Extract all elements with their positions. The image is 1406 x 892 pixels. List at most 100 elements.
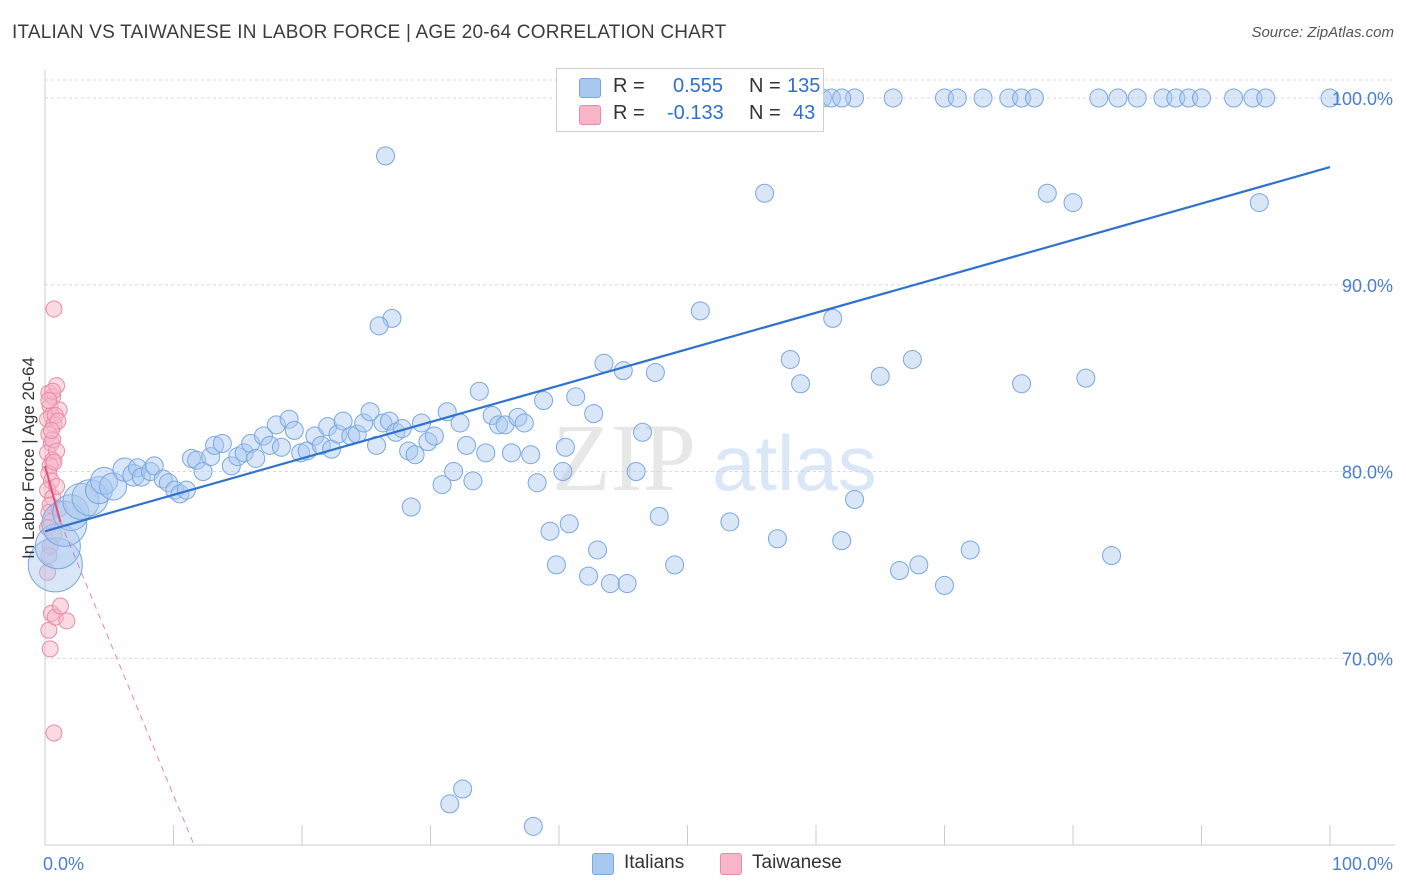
italians-point <box>534 391 554 411</box>
italians-point <box>523 816 543 836</box>
italians-point <box>205 435 225 455</box>
italians-point <box>890 560 910 580</box>
italians-point <box>600 574 620 594</box>
italians-point <box>1063 193 1083 213</box>
italians-point <box>935 575 954 595</box>
source-credit: Source: ZipAtlas.com <box>1251 24 1394 41</box>
italians-point <box>27 537 83 593</box>
y-axis-label: In Labor Force | Age 20-64 <box>19 357 38 559</box>
gridlines <box>45 79 1395 659</box>
italians-point <box>645 363 665 383</box>
italians-point <box>201 447 221 467</box>
italians-point <box>588 540 608 560</box>
italians-point <box>432 475 452 495</box>
italians-points <box>27 88 1340 836</box>
taiwanese-trend-extension <box>59 521 195 846</box>
italians-point <box>960 540 980 560</box>
italians-point <box>212 433 232 453</box>
italians-point <box>649 506 669 526</box>
italians-point <box>1249 193 1269 213</box>
taiwanese-point <box>51 597 69 615</box>
italians-point <box>566 387 586 407</box>
italians-point <box>1102 546 1122 566</box>
italians-point <box>333 411 353 431</box>
italians-point <box>360 402 380 422</box>
italians-point <box>354 413 374 433</box>
italians-point <box>131 467 151 487</box>
watermark: ZIP atlas <box>552 404 877 511</box>
italians-point <box>1192 88 1211 108</box>
italians-point <box>401 497 421 517</box>
italians-point <box>755 183 775 203</box>
italians-point <box>823 308 843 328</box>
italians-point <box>62 482 100 520</box>
italians-point <box>1108 88 1128 108</box>
italians-point <box>553 462 573 482</box>
italians-point <box>34 523 81 570</box>
italians-point <box>234 443 254 463</box>
italians-point <box>767 529 787 549</box>
italians-point <box>450 413 470 433</box>
italians-point <box>1024 88 1044 108</box>
italians-point <box>489 415 509 435</box>
italians-point <box>540 521 560 541</box>
italians-trend-line <box>44 166 1331 533</box>
italians-point <box>909 555 929 575</box>
x-tick-label: 100.0% <box>1332 854 1393 874</box>
italians-point <box>311 435 331 455</box>
italians-point <box>453 779 473 799</box>
taiwanese-point <box>45 453 63 471</box>
italians-point <box>305 426 325 446</box>
italians-point <box>90 466 119 495</box>
taiwanese-point <box>45 300 63 318</box>
italians-point <box>444 462 464 482</box>
italians-point <box>845 490 865 510</box>
italians-point <box>1256 88 1276 108</box>
italians-point <box>469 381 489 401</box>
italians-point <box>260 435 280 455</box>
bottom-legend-label: Taiwanese <box>752 852 842 873</box>
watermark-zip: ZIP <box>552 404 696 511</box>
italians-point <box>1076 368 1096 388</box>
italians-point <box>1037 183 1057 203</box>
y-tick-label: 70.0% <box>1342 649 1393 669</box>
italians-point <box>832 88 852 108</box>
italians-point <box>246 448 266 468</box>
taiwanese-point <box>40 547 58 565</box>
legend-n-label: N = <box>749 75 781 97</box>
italians-point <box>456 435 476 455</box>
italians-point <box>780 349 800 369</box>
y-tick-label: 100.0% <box>1332 89 1393 109</box>
italians-point <box>690 301 710 321</box>
taiwanese-points <box>39 300 76 742</box>
italians-point <box>482 405 502 425</box>
legend-r-label: R = <box>613 75 645 97</box>
taiwanese-point <box>58 612 76 630</box>
italians-point <box>476 443 496 463</box>
bottom-legend-swatch-taiwanese <box>720 853 742 875</box>
taiwanese-point <box>42 421 60 439</box>
correlation-legend: R = 0.555 N = 135 R = -0.133 N = 43 <box>556 68 824 132</box>
tick-labels: 70.0% 80.0% 90.0% 100.0% 0.0% 100.0% <box>43 89 1393 874</box>
x-tick-label: 0.0% <box>43 854 84 874</box>
italians-point <box>187 450 207 470</box>
italians-point <box>1320 88 1340 108</box>
legend-n-value: 135 <box>787 75 821 97</box>
y-tick-label: 90.0% <box>1342 276 1393 296</box>
italians-point <box>144 456 164 476</box>
italians-point <box>266 415 286 435</box>
italians-point <box>832 531 852 551</box>
legend-r-value: 0.555 <box>673 75 724 97</box>
taiwanese-point <box>41 640 59 658</box>
italians-point <box>1089 88 1109 108</box>
italians-point <box>546 555 566 575</box>
italians-point <box>463 471 483 491</box>
italians-point <box>870 366 890 386</box>
italians-point <box>399 441 419 461</box>
italians-point <box>665 555 685 575</box>
italians-point <box>584 404 604 424</box>
italians-point <box>559 514 579 534</box>
italians-point <box>1224 88 1244 108</box>
chart-title: ITALIAN VS TAIWANESE IN LABOR FORCE | AG… <box>12 22 727 43</box>
